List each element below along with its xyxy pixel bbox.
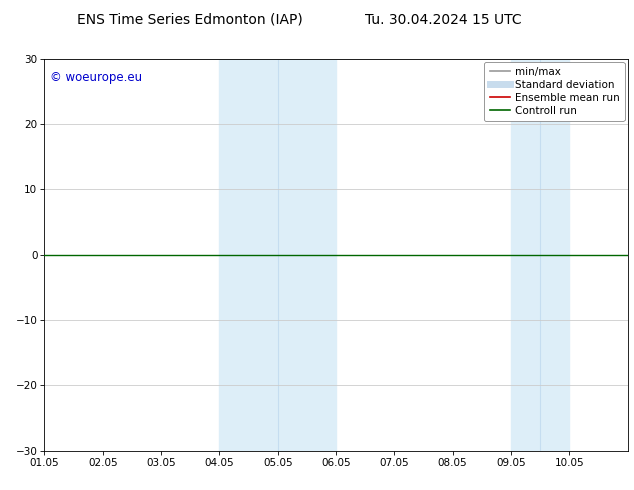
Bar [219,59,278,451]
Text: © woeurope.eu: © woeurope.eu [50,71,143,84]
Bar [278,59,336,451]
Bar [540,59,569,451]
Text: Tu. 30.04.2024 15 UTC: Tu. 30.04.2024 15 UTC [365,13,522,27]
Bar [511,59,540,451]
Legend: min/max, Standard deviation, Ensemble mean run, Controll run: min/max, Standard deviation, Ensemble me… [484,62,624,121]
Text: ENS Time Series Edmonton (IAP): ENS Time Series Edmonton (IAP) [77,13,303,27]
